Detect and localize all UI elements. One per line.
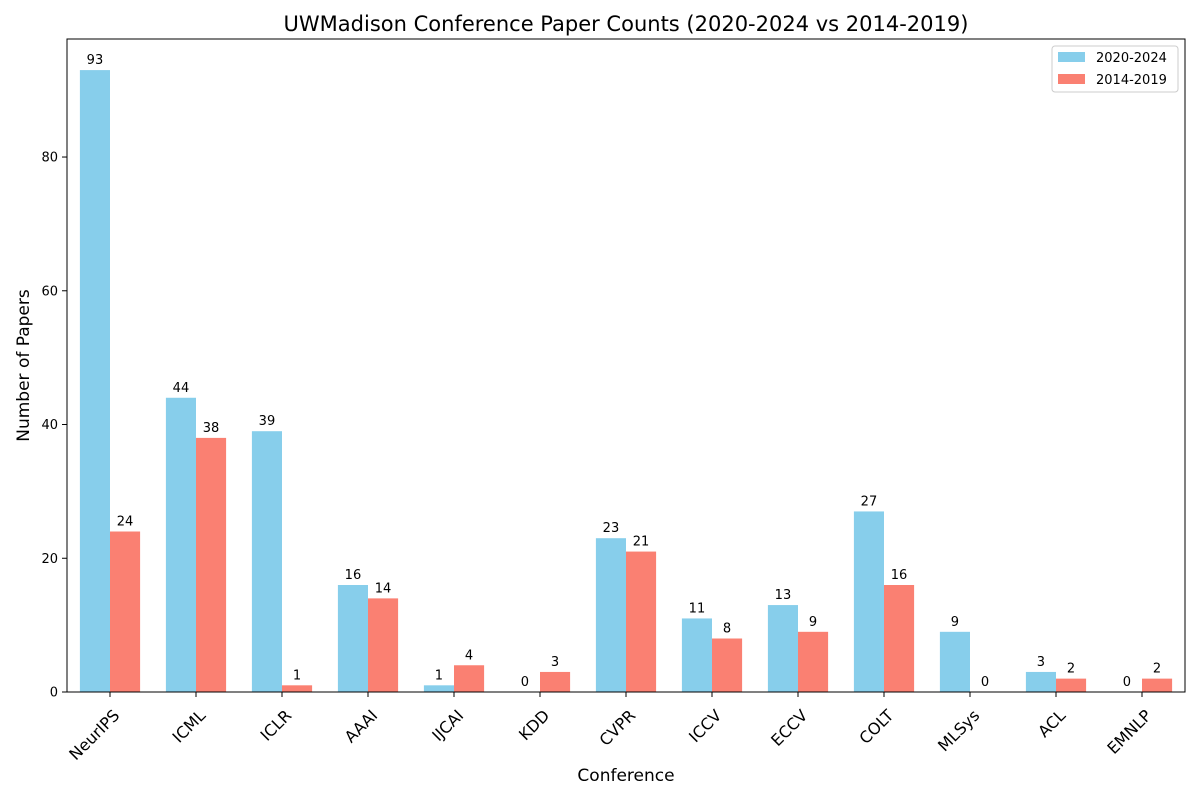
bar-eccv-2014-2019 [798, 631, 829, 692]
data-label-colt-2020-2024: 27 [861, 494, 878, 509]
bar-eccv-2020-2024 [767, 605, 798, 692]
legend-swatch-2020-2024 [1058, 52, 1085, 62]
x-tick-label-cvpr: CVPR [596, 706, 640, 750]
bar-ijcai-2014-2019 [454, 665, 485, 692]
bar-cvpr-2020-2024 [595, 538, 626, 692]
y-tick-label: 40 [41, 418, 58, 433]
data-label-kdd-2014-2019: 3 [551, 655, 559, 670]
data-label-neurips-2020-2024: 93 [87, 53, 104, 68]
y-tick-label: 60 [41, 284, 58, 299]
data-label-iclr-2020-2024: 39 [259, 414, 276, 429]
data-label-cvpr-2020-2024: 23 [603, 521, 620, 536]
bars-layer [79, 70, 1173, 693]
bar-iclr-2014-2019 [282, 685, 313, 692]
data-label-icml-2020-2024: 44 [173, 381, 190, 396]
bar-emnlp-2014-2019 [1142, 678, 1173, 692]
bar-ijcai-2020-2024 [423, 685, 454, 692]
bar-acl-2020-2024 [1025, 671, 1056, 692]
legend-label-2014-2019: 2014-2019 [1096, 73, 1167, 88]
data-label-acl-2014-2019: 2 [1067, 662, 1075, 677]
x-tick-label-kdd: KDD [515, 706, 553, 744]
x-tick-label-icml: ICML [169, 706, 210, 747]
data-label-mlsys-2020-2024: 9 [951, 615, 959, 630]
data-label-ijcai-2014-2019: 4 [465, 648, 473, 663]
data-label-kdd-2020-2024: 0 [521, 675, 529, 690]
data-label-neurips-2014-2019: 24 [117, 515, 134, 530]
chart-title: UWMadison Conference Paper Counts (2020-… [284, 12, 969, 36]
bar-colt-2020-2024 [853, 511, 884, 692]
data-label-cvpr-2014-2019: 21 [633, 535, 650, 550]
bar-iclr-2020-2024 [251, 431, 282, 692]
y-tick-label: 80 [41, 151, 58, 166]
bar-neurips-2020-2024 [79, 70, 110, 693]
y-axis: 0 20 40 60 80 [41, 151, 67, 701]
bar-iccv-2020-2024 [681, 618, 712, 692]
x-tick-label-mlsys: MLSys [934, 706, 983, 755]
y-axis-label: Number of Papers [14, 289, 34, 442]
bar-acl-2014-2019 [1056, 678, 1087, 692]
data-label-ijcai-2020-2024: 1 [435, 668, 443, 683]
legend: 2020-2024 2014-2019 [1051, 45, 1179, 93]
data-label-colt-2014-2019: 16 [891, 568, 908, 583]
data-label-iccv-2020-2024: 11 [689, 601, 706, 616]
x-tick-label-emnlp: EMNLP [1103, 706, 1155, 758]
legend-label-2020-2024: 2020-2024 [1096, 51, 1167, 66]
bar-icml-2014-2019 [196, 437, 227, 692]
x-tick-label-eccv: ECCV [767, 706, 811, 750]
x-axis-label: Conference [577, 766, 674, 786]
x-tick-label-ijcai: IJCAI [428, 706, 467, 745]
bar-cvpr-2014-2019 [626, 551, 657, 692]
x-tick-label-acl: ACL [1034, 706, 1069, 741]
bar-aaai-2014-2019 [368, 598, 399, 692]
data-label-aaai-2014-2019: 14 [375, 581, 392, 596]
bar-colt-2014-2019 [884, 585, 915, 692]
bar-neurips-2014-2019 [110, 531, 141, 692]
data-label-mlsys-2014-2019: 0 [981, 675, 989, 690]
bar-icml-2020-2024 [165, 397, 196, 692]
data-label-acl-2020-2024: 3 [1037, 655, 1045, 670]
legend-swatch-2014-2019 [1058, 74, 1085, 84]
data-label-icml-2014-2019: 38 [203, 421, 220, 436]
x-axis: NeurIPS ICML ICLR AAAI IJCAI KDD CVPR ICCV ECCV C… [65, 692, 1156, 764]
y-tick-label: 20 [41, 552, 58, 567]
bar-iccv-2014-2019 [712, 638, 743, 692]
data-label-eccv-2014-2019: 9 [809, 615, 817, 630]
data-label-eccv-2020-2024: 13 [775, 588, 792, 603]
data-label-emnlp-2020-2024: 0 [1123, 675, 1131, 690]
data-label-emnlp-2014-2019: 2 [1153, 662, 1161, 677]
data-label-aaai-2020-2024: 16 [345, 568, 362, 583]
x-tick-label-aaai: AAAI [341, 706, 382, 747]
x-tick-label-colt: COLT [855, 706, 897, 748]
bar-kdd-2014-2019 [540, 671, 571, 692]
x-tick-label-iclr: ICLR [256, 706, 295, 745]
data-label-iccv-2014-2019: 8 [723, 622, 731, 637]
data-label-iclr-2014-2019: 1 [293, 668, 301, 683]
x-tick-label-iccv: ICCV [685, 706, 725, 746]
x-tick-label-neurips: NeurIPS [65, 706, 123, 764]
y-tick-label: 0 [50, 686, 58, 701]
bar-aaai-2020-2024 [337, 585, 368, 692]
bar-mlsys-2020-2024 [939, 631, 970, 692]
